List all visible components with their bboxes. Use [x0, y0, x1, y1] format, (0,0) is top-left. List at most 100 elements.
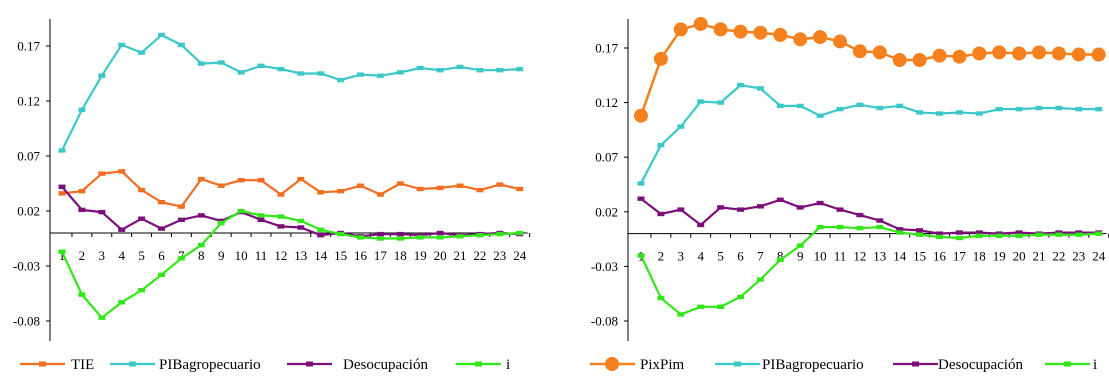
data-point: [98, 315, 106, 320]
data-point: [637, 253, 645, 258]
data-point: [257, 178, 265, 183]
data-point: [776, 103, 784, 109]
x-tick-label: 11: [834, 249, 847, 264]
data-point: [836, 207, 844, 212]
data-point: [1075, 106, 1083, 112]
data-point: [217, 183, 225, 188]
data-point: [836, 224, 844, 230]
data-point: [972, 46, 987, 61]
data-point: [217, 60, 225, 65]
data-point: [317, 227, 325, 232]
data-point: [1015, 233, 1023, 239]
data-point: [138, 187, 146, 193]
y-tick-label: 0.17: [595, 41, 618, 56]
x-tick-label: 21: [1033, 249, 1046, 264]
data-point: [697, 222, 705, 228]
legend-label: TIE: [71, 357, 94, 373]
data-point: [297, 176, 305, 182]
series-desocupacion: [58, 184, 524, 239]
data-point: [992, 45, 1007, 60]
legend-item: i: [1045, 357, 1097, 373]
data-point: [217, 220, 225, 226]
data-point: [936, 111, 943, 116]
data-point: [916, 232, 924, 237]
data-point: [975, 233, 983, 239]
data-point: [237, 208, 245, 214]
x-tick-label: 12: [853, 249, 866, 264]
data-point: [1091, 47, 1106, 62]
legend-swatch-marker: [912, 361, 919, 367]
data-point: [416, 235, 424, 240]
x-tick-label: 16: [933, 249, 947, 264]
data-point: [756, 277, 764, 282]
data-point: [876, 218, 884, 223]
data-point: [1015, 106, 1023, 112]
data-point: [516, 66, 524, 72]
data-point: [58, 148, 66, 153]
data-point: [118, 300, 126, 305]
legend-item: Desocupación: [893, 357, 1023, 373]
data-point: [436, 230, 444, 236]
data-point: [796, 205, 804, 210]
x-tick-label: 5: [717, 249, 724, 264]
data-point: [376, 73, 384, 78]
legend-item: i: [456, 357, 510, 373]
data-point: [396, 70, 404, 75]
data-point: [697, 99, 705, 104]
data-point: [856, 225, 864, 231]
data-point: [277, 214, 285, 219]
data-point: [836, 106, 844, 112]
data-point: [396, 231, 404, 237]
data-point: [637, 196, 645, 201]
data-point: [1012, 46, 1027, 61]
x-tick-label: 19: [993, 249, 1006, 264]
legend-swatch-marker: [605, 357, 619, 371]
data-point: [476, 187, 484, 193]
data-point: [657, 142, 665, 148]
data-point: [158, 32, 165, 38]
data-point: [717, 100, 725, 105]
legend-label: Desocupación: [343, 357, 428, 373]
data-point: [58, 191, 66, 196]
data-point: [436, 235, 444, 240]
data-point: [896, 103, 904, 109]
data-point: [872, 45, 887, 60]
data-point: [197, 61, 205, 66]
data-point: [1071, 47, 1086, 62]
data-point: [277, 66, 285, 72]
legend-item: TIE: [20, 357, 94, 373]
x-tick-label: 1: [59, 248, 66, 263]
data-point: [773, 27, 788, 42]
data-point: [796, 243, 804, 248]
data-point: [416, 186, 424, 192]
data-point: [856, 212, 864, 218]
data-point: [516, 230, 524, 236]
x-tick-label: 15: [334, 248, 347, 263]
data-point: [856, 102, 864, 107]
data-point: [376, 192, 384, 197]
x-tick-label: 24: [513, 248, 527, 263]
data-point: [476, 68, 484, 73]
data-point: [337, 77, 345, 83]
data-point: [317, 190, 325, 195]
x-tick-label: 3: [99, 248, 106, 263]
data-point: [78, 207, 86, 213]
data-point: [713, 22, 728, 37]
x-tick-label: 19: [414, 248, 427, 263]
data-point: [816, 200, 824, 206]
data-point: [277, 192, 285, 197]
x-tick-label: 24: [1092, 249, 1106, 264]
data-point: [995, 106, 1003, 112]
series-line: [61, 170, 520, 208]
data-point: [876, 105, 884, 111]
y-tick-label: -0.08: [13, 314, 40, 329]
series-tie: [58, 169, 524, 209]
data-point: [936, 234, 943, 240]
data-point: [58, 249, 66, 254]
data-point: [756, 204, 764, 209]
legend-label: i: [506, 357, 510, 373]
data-point: [197, 176, 205, 182]
x-tick-label: 9: [218, 248, 225, 263]
x-tick-label: 2: [658, 249, 665, 264]
data-point: [197, 242, 205, 248]
